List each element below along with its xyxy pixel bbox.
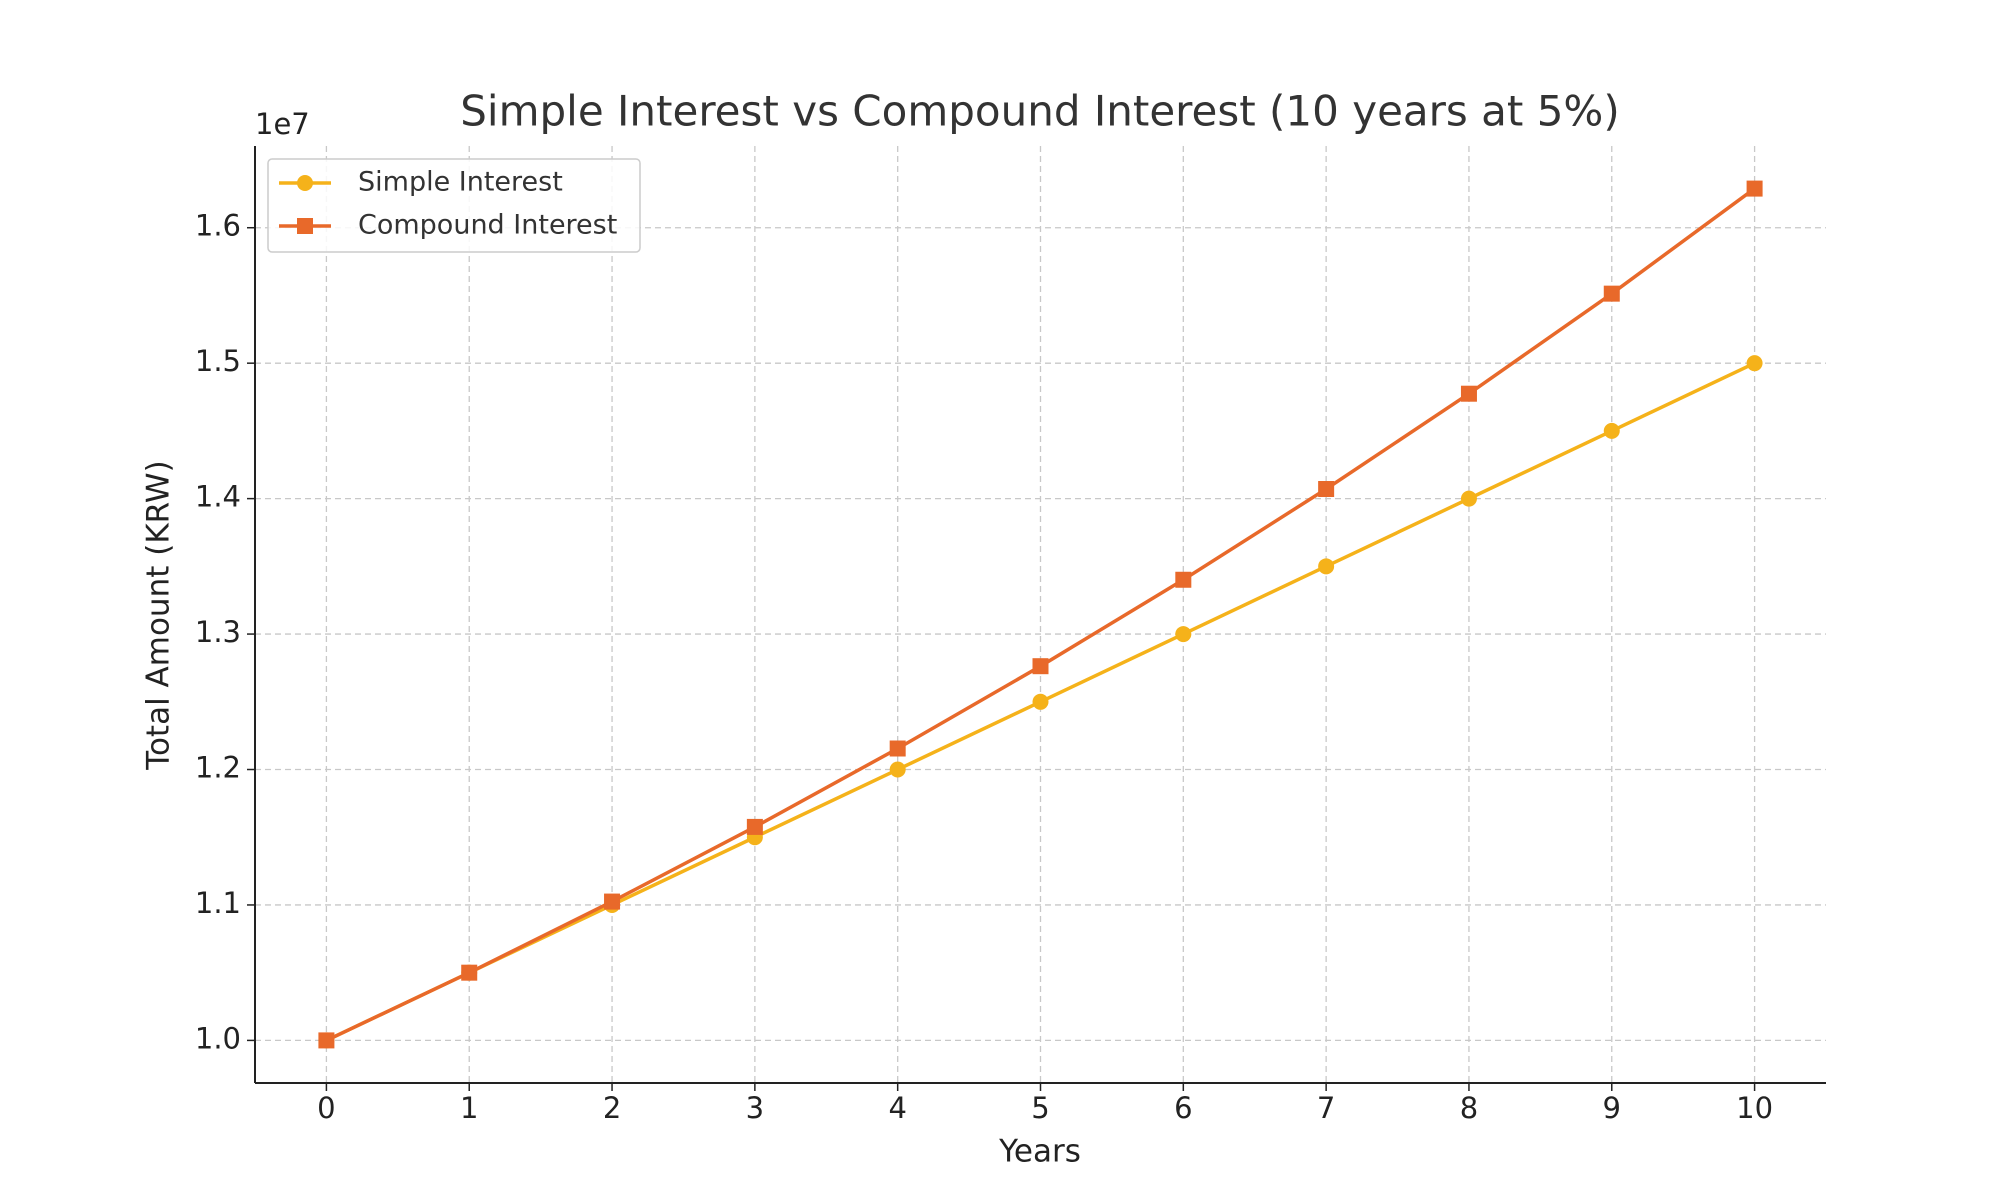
- data-point: [604, 893, 621, 910]
- data-point: [1318, 558, 1335, 575]
- data-point: [1032, 658, 1049, 675]
- legend-box: [267, 158, 641, 253]
- legend-label: Compound Interest: [358, 210, 617, 241]
- legend-marker: [297, 175, 313, 191]
- y-offset-label: 1e7: [255, 107, 310, 141]
- data-point: [889, 761, 906, 778]
- x-tick-label: 9: [1603, 1091, 1621, 1125]
- data-point: [1460, 490, 1477, 507]
- data-point: [1746, 355, 1763, 372]
- legend: Simple Interest Compound Interest: [267, 158, 641, 253]
- x-tick-label: 6: [1174, 1091, 1192, 1125]
- data-point: [889, 740, 906, 757]
- legend-label: Simple Interest: [358, 167, 563, 198]
- y-axis-label: Total Amount (KRW): [141, 460, 177, 770]
- data-point: [1746, 180, 1763, 197]
- y-tick-label: 1.3: [195, 615, 241, 649]
- y-tick-label: 1.1: [195, 886, 241, 920]
- x-tick-label: 2: [603, 1091, 621, 1125]
- chart-title: Simple Interest vs Compound Interest (10…: [460, 87, 1619, 136]
- y-tick-label: 1.5: [195, 344, 241, 378]
- y-tick-label: 1.2: [195, 751, 241, 785]
- x-tick-label: 0: [317, 1091, 335, 1125]
- data-point: [1175, 571, 1192, 588]
- y-tick-label: 1.4: [195, 480, 241, 514]
- y-tick-label: 1.0: [195, 1021, 241, 1055]
- x-tick-label: 1: [460, 1091, 478, 1125]
- data-point: [1460, 385, 1477, 402]
- x-tick-label: 10: [1736, 1091, 1773, 1125]
- data-point: [1032, 693, 1049, 710]
- x-tick-label: 7: [1317, 1091, 1335, 1125]
- x-tick-label: 4: [888, 1091, 906, 1125]
- data-point: [1175, 626, 1192, 643]
- data-point: [1318, 481, 1335, 498]
- x-tick-label: 3: [746, 1091, 764, 1125]
- data-point: [461, 964, 478, 981]
- x-tick-label: 8: [1460, 1091, 1478, 1125]
- data-point: [1603, 285, 1620, 302]
- x-tick-label: 5: [1031, 1091, 1049, 1125]
- x-axis-label: Years: [998, 1134, 1081, 1170]
- data-point: [1603, 422, 1620, 439]
- data-point: [318, 1032, 335, 1049]
- y-tick-label: 1.6: [195, 209, 241, 243]
- legend-marker: [297, 218, 313, 234]
- data-point: [746, 818, 763, 835]
